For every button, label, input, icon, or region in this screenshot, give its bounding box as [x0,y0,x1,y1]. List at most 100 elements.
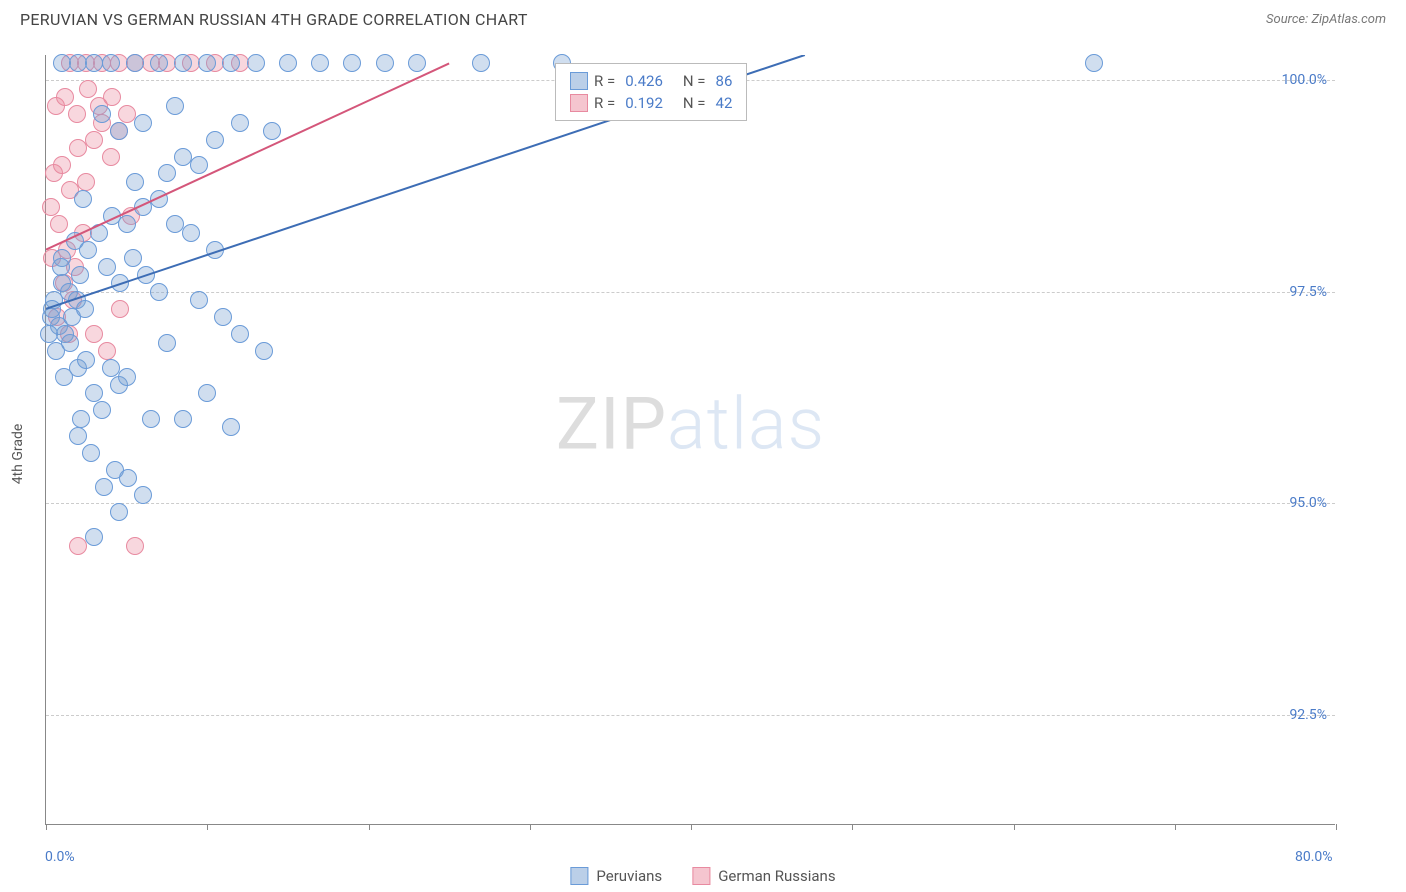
scatter-point [93,401,111,419]
gridline-h [46,503,1335,504]
scatter-point [408,54,426,72]
scatter-point [61,334,79,352]
legend-swatch [570,867,588,885]
n-label: N = [683,72,706,90]
legend-swatch [570,94,588,112]
r-label: R = [594,72,615,90]
scatter-point [118,368,136,386]
scatter-point [85,384,103,402]
r-value: 0.426 [625,72,663,90]
scatter-point [72,410,90,428]
x-tick-label: 80.0% [1295,849,1333,865]
scatter-point [124,249,142,267]
scatter-point [137,266,155,284]
r-value: 0.192 [625,94,663,112]
scatter-point [110,122,128,140]
scatter-point [231,325,249,343]
scatter-point [222,54,240,72]
y-axis-title: 4th Grade [10,424,26,485]
correlation-legend-row: R = 0.192 N = 42 [570,92,732,114]
scatter-point [111,300,129,318]
scatter-point [182,224,200,242]
y-tick-label: 95.0% [1289,495,1327,511]
legend-label: German Russians [718,867,835,885]
scatter-point [126,537,144,555]
x-tick [852,824,853,830]
source-label: Source: ZipAtlas.com [1266,12,1386,27]
scatter-point [1085,54,1103,72]
watermark: ZIPatlas [556,382,825,467]
scatter-point [71,266,89,284]
scatter-point [85,131,103,149]
correlation-legend-row: R =0.426N =86 [570,70,732,92]
scatter-point [90,224,108,242]
scatter-point [190,291,208,309]
scatter-point [134,114,152,132]
scatter-point [82,444,100,462]
scatter-point [158,164,176,182]
legend-label: Peruvians [596,867,662,885]
scatter-point [472,54,490,72]
scatter-point [77,351,95,369]
scatter-point [279,54,297,72]
legend-swatch [692,867,710,885]
x-tick [691,824,692,830]
scatter-point [150,54,168,72]
scatter-point [98,342,116,360]
watermark-atlas: atlas [667,382,825,467]
scatter-point [119,469,137,487]
scatter-point [85,325,103,343]
scatter-point [126,173,144,191]
scatter-point [174,410,192,428]
n-value: 42 [716,94,733,112]
gridline-h [46,292,1335,293]
scatter-point [69,139,87,157]
scatter-point [95,478,113,496]
x-tick [1014,824,1015,830]
scatter-point [50,215,68,233]
scatter-point [102,148,120,166]
x-tick [207,824,208,830]
scatter-point [222,418,240,436]
y-tick-label: 92.5% [1289,707,1327,723]
n-label: N = [683,94,706,112]
scatter-point [150,283,168,301]
scatter-point [263,122,281,140]
scatter-point [76,300,94,318]
scatter-point [93,105,111,123]
r-label: R = [594,94,615,112]
scatter-point [198,384,216,402]
scatter-point [376,54,394,72]
scatter-point [255,342,273,360]
source-prefix: Source: [1266,12,1308,27]
scatter-point [166,97,184,115]
chart-container: PERUVIAN VS GERMAN RUSSIAN 4TH GRADE COR… [0,0,1406,892]
x-tick-label: 0.0% [45,849,75,865]
scatter-point [111,274,129,292]
scatter-point [190,156,208,174]
scatter-point [85,528,103,546]
source-name: ZipAtlas.com [1311,12,1386,27]
scatter-point [77,173,95,191]
trend-overlay [46,55,1336,825]
x-tick [46,824,47,830]
scatter-point [69,427,87,445]
header-row: PERUVIAN VS GERMAN RUSSIAN 4TH GRADE COR… [0,0,1406,29]
scatter-point [158,334,176,352]
scatter-point [79,241,97,259]
scatter-point [110,503,128,521]
legend-item: Peruvians [570,867,662,885]
scatter-point [311,54,329,72]
scatter-point [56,88,74,106]
scatter-point [52,258,70,276]
x-tick [369,824,370,830]
scatter-point [343,54,361,72]
scatter-point [174,54,192,72]
gridline-h [46,715,1335,716]
scatter-point [118,215,136,233]
scatter-point [126,54,144,72]
scatter-point [102,54,120,72]
scatter-point [40,325,58,343]
scatter-point [134,198,152,216]
scatter-point [142,410,160,428]
